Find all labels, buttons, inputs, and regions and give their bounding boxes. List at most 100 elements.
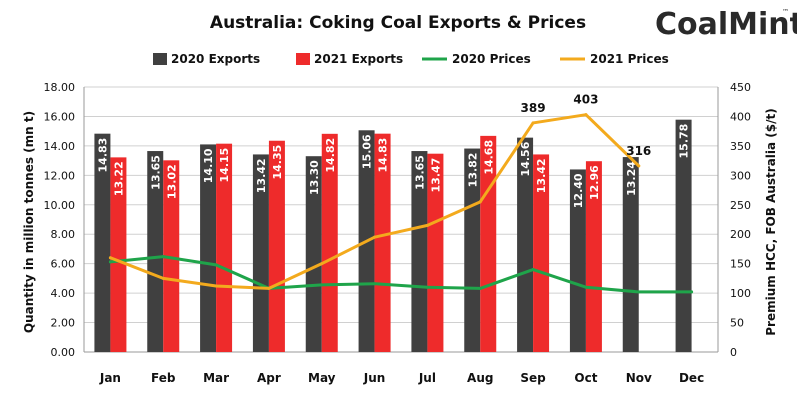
y-tick-label: 16.00 — [44, 110, 76, 123]
bar-2021-exports-apr — [268, 140, 285, 352]
bar-2020-exports-apr — [252, 154, 269, 352]
legend-swatch-2021-exports — [296, 53, 310, 65]
bar-label-2021-exports-oct: 12.96 — [588, 165, 601, 200]
x-tick-label-nov: Nov — [626, 371, 652, 385]
bar-label-2021-exports-jun: 14.83 — [377, 138, 390, 173]
bar-2021-exports-sep — [533, 154, 550, 352]
point-2021-prices-apr — [267, 286, 271, 290]
bar-labels: 14.83 13.65 14.10 13.42 13.30 15.06 13.65 13.82… — [96, 124, 690, 209]
x-tick-label-jul: Jul — [418, 371, 436, 385]
y-tick-label: 8.00 — [51, 228, 76, 241]
logo-text-mint: Mint — [728, 7, 797, 42]
point-2021-prices-aug — [478, 200, 482, 204]
price-label-2021-prices-oct: 403 — [573, 93, 598, 107]
bar-label-2020-exports-dec: 15.78 — [678, 124, 691, 159]
legend: 2020 Exports 2021 Exports 2020 Prices 20… — [153, 52, 669, 66]
y2-tick-label: 350 — [730, 140, 751, 153]
logo-text-coal: Coal — [655, 7, 728, 42]
bar-2021-exports-jul — [427, 153, 444, 352]
bar-label-2020-exports-feb: 13.65 — [149, 155, 162, 190]
point-2020-prices-feb — [161, 255, 165, 259]
y2-tick-label: 200 — [730, 228, 751, 241]
price-label-2021-prices-sep: 389 — [521, 101, 546, 115]
line-2020-prices — [108, 255, 694, 294]
point-2020-prices-mar — [214, 263, 218, 267]
bar-label-2021-exports-jan: 13.22 — [112, 161, 125, 196]
svg-text:CoalMint: CoalMint — [655, 7, 797, 42]
point-2021-prices-jan — [108, 256, 112, 260]
x-axis-categories: Jan Feb Mar Apr May Jun Jul Aug Sep Oct Nov Dec — [99, 371, 704, 385]
bar-label-2021-exports-aug: 14.68 — [482, 140, 495, 175]
point-2020-prices-jun — [373, 282, 377, 286]
point-2021-prices-may — [320, 262, 324, 266]
bars — [94, 119, 692, 352]
y2-tick-label: 100 — [730, 287, 751, 300]
y-tick-label: 10.00 — [44, 199, 76, 212]
x-tick-label-dec: Dec — [679, 371, 704, 385]
y-tick-label: 18.00 — [44, 81, 76, 94]
y-tick-label: 0.00 — [51, 346, 76, 359]
point-2021-prices-sep — [531, 121, 535, 125]
y2-tick-label: 300 — [730, 169, 751, 182]
point-2020-prices-jan — [108, 260, 112, 264]
chart-title: Australia: Coking Coal Exports & Prices — [210, 13, 586, 33]
point-2021-prices-jul — [425, 223, 429, 227]
bar-2020-exports-dec — [675, 119, 692, 352]
x-tick-label-may: May — [308, 371, 336, 385]
bar-label-2020-exports-jan: 14.83 — [96, 138, 109, 173]
legend-label-2020-exports: 2020 Exports — [171, 52, 260, 66]
coalmint-logo: CoalMint ™ — [655, 7, 797, 42]
price-label-2021-prices-nov: 316 — [626, 144, 651, 158]
legend-swatch-2020-exports — [153, 53, 167, 65]
bar-label-2020-exports-apr: 13.42 — [255, 158, 268, 193]
legend-label-2021-exports: 2021 Exports — [314, 52, 403, 66]
y2-tick-label: 400 — [730, 110, 751, 123]
bar-2021-exports-feb — [163, 160, 180, 352]
bar-2020-exports-oct — [569, 169, 586, 352]
x-tick-label-aug: Aug — [467, 371, 493, 385]
y2-tick-label: 250 — [730, 199, 751, 212]
point-2021-prices-jun — [373, 235, 377, 239]
bar-2021-exports-mar — [216, 143, 233, 352]
point-2020-prices-oct — [584, 285, 588, 289]
bar-2021-exports-jan — [110, 157, 127, 352]
bar-label-2020-exports-mar: 14.10 — [202, 148, 215, 183]
bar-2020-exports-feb — [147, 151, 164, 352]
y-tick-label: 14.00 — [44, 140, 76, 153]
point-2021-prices-oct — [584, 113, 588, 117]
bar-label-2021-exports-sep: 13.42 — [535, 158, 548, 193]
bar-label-2021-exports-apr: 14.35 — [271, 145, 284, 180]
bar-label-2021-exports-mar: 14.15 — [218, 148, 231, 183]
x-tick-label-jan: Jan — [99, 371, 121, 385]
price-labels: 389 403 316 — [521, 93, 652, 158]
bar-label-2021-exports-jul: 13.47 — [429, 158, 442, 193]
price-lines — [108, 113, 694, 294]
bar-label-2021-exports-may: 14.82 — [324, 138, 337, 173]
bar-2020-exports-nov — [622, 157, 639, 352]
bar-label-2021-exports-feb: 13.02 — [165, 164, 178, 199]
point-2021-prices-mar — [214, 284, 218, 288]
bar-2021-exports-oct — [585, 161, 602, 352]
x-tick-label-oct: Oct — [574, 371, 597, 385]
y2-tick-label: 450 — [730, 81, 751, 94]
point-2020-prices-sep — [531, 268, 535, 272]
y-tick-label: 2.00 — [51, 317, 76, 330]
bar-label-2020-exports-may: 13.30 — [308, 160, 321, 195]
y-tick-label: 6.00 — [51, 258, 76, 271]
logo-trademark: ™ — [782, 8, 789, 16]
bar-2021-exports-may — [321, 133, 338, 352]
y-axis-ticks: 0.00 2.00 4.00 6.00 8.00 10.00 12.00 14.00 16.00… — [44, 81, 76, 359]
y2-tick-label: 50 — [730, 317, 744, 330]
y2-tick-label: 0 — [730, 346, 737, 359]
bar-label-2020-exports-sep: 14.56 — [519, 141, 532, 176]
point-2020-prices-aug — [478, 286, 482, 290]
bar-2020-exports-jul — [411, 151, 428, 352]
bar-2021-exports-aug — [480, 135, 497, 352]
x-tick-label-sep: Sep — [520, 371, 546, 385]
bar-label-2020-exports-oct: 12.40 — [572, 173, 585, 208]
x-tick-label-jun: Jun — [363, 371, 386, 385]
y-tick-label: 12.00 — [44, 169, 76, 182]
point-2020-prices-jul — [425, 285, 429, 289]
bar-2020-exports-jan — [94, 133, 111, 352]
y2-axis-title: Premium HCC, FOB Australia ($/t) — [764, 108, 778, 335]
